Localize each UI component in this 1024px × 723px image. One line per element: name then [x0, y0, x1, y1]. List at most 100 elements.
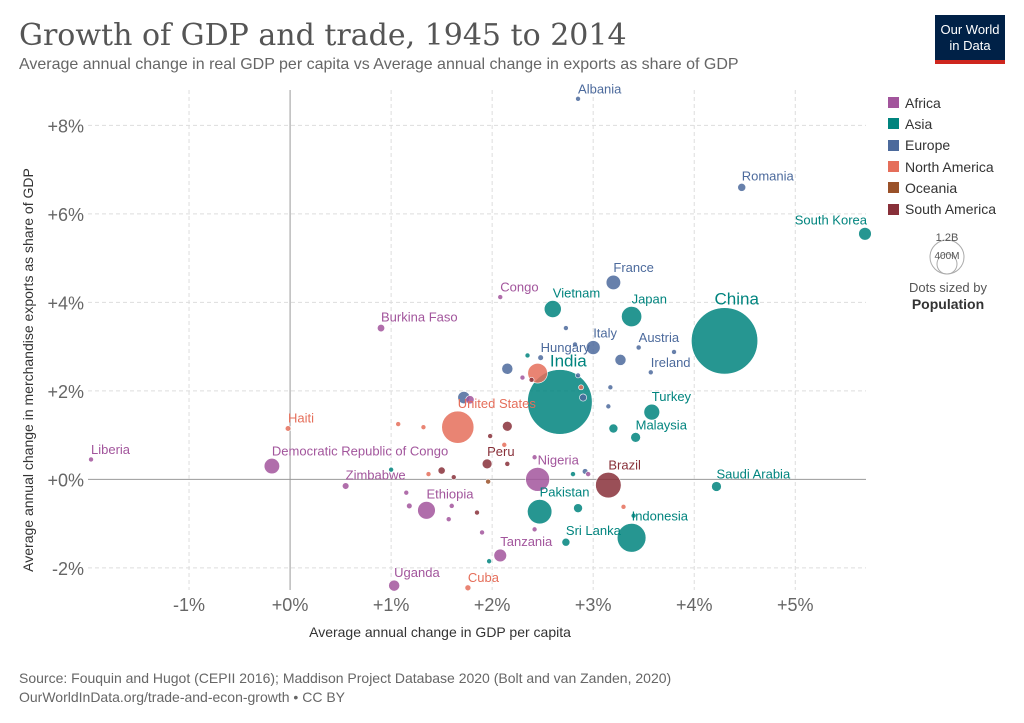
point-pakistan[interactable]: [527, 499, 553, 525]
point-ethiopia[interactable]: [417, 501, 436, 520]
legend-item-south-america[interactable]: South America: [888, 198, 996, 219]
region-legend: Africa Asia Europe North America Oceania Sout…: [888, 92, 996, 220]
point-unlabeled[interactable]: [575, 372, 581, 379]
point-haiti[interactable]: [284, 425, 292, 432]
point-sri-lanka[interactable]: [561, 537, 571, 547]
point-unlabeled[interactable]: [437, 466, 446, 475]
point-label-romania: Romania: [742, 168, 795, 183]
point-china[interactable]: [691, 307, 759, 375]
point-unlabeled[interactable]: [531, 454, 538, 461]
point-label-peru: Peru: [487, 444, 514, 459]
point-turkey[interactable]: [643, 403, 660, 421]
point-italy[interactable]: [585, 340, 601, 355]
point-burkina-faso[interactable]: [377, 324, 386, 333]
point-unlabeled[interactable]: [671, 349, 677, 355]
point-unlabeled[interactable]: [406, 502, 413, 510]
point-unlabeled[interactable]: [570, 471, 576, 477]
point-unlabeled[interactable]: [585, 471, 591, 477]
point-unlabeled[interactable]: [403, 489, 410, 496]
point-south-korea[interactable]: [858, 227, 872, 241]
point-nigeria[interactable]: [525, 467, 550, 492]
point-democratic-republic-of-congo[interactable]: [263, 458, 280, 475]
point-unlabeled[interactable]: [501, 362, 514, 375]
point-saudi-arabia[interactable]: [711, 481, 722, 492]
legend-label: Africa: [905, 94, 941, 111]
point-hungary[interactable]: [537, 354, 544, 361]
point-unlabeled[interactable]: [425, 471, 432, 477]
point-label-nigeria: Nigeria: [538, 452, 580, 467]
point-unlabeled[interactable]: [608, 423, 619, 434]
y-tick-label: -2%: [52, 559, 84, 579]
point-liberia[interactable]: [88, 456, 94, 463]
point-romania[interactable]: [737, 183, 747, 192]
point-unlabeled[interactable]: [579, 393, 587, 402]
x-tick-label: +4%: [676, 595, 713, 615]
point-uganda[interactable]: [388, 579, 400, 592]
point-unlabeled[interactable]: [395, 421, 401, 427]
point-unlabeled[interactable]: [465, 395, 475, 405]
point-unlabeled[interactable]: [485, 478, 491, 485]
point-unlabeled[interactable]: [528, 377, 535, 383]
point-unlabeled[interactable]: [524, 352, 531, 359]
point-unlabeled[interactable]: [519, 374, 526, 381]
owid-logo[interactable]: Our World in Data: [935, 15, 1005, 64]
point-malaysia[interactable]: [630, 432, 641, 443]
legend-item-europe[interactable]: Europe: [888, 135, 996, 156]
x-axis-label: Average annual change in GDP per capita: [309, 624, 571, 640]
point-label-hungary: Hungary: [541, 340, 591, 355]
legend-item-asia[interactable]: Asia: [888, 113, 996, 134]
grid-layer: [88, 90, 866, 590]
point-austria[interactable]: [635, 344, 642, 351]
point-label-ireland: Ireland: [651, 355, 691, 370]
legend-item-oceania[interactable]: Oceania: [888, 177, 996, 198]
point-unlabeled[interactable]: [479, 529, 485, 536]
point-brazil[interactable]: [595, 472, 622, 499]
point-congo[interactable]: [497, 294, 504, 300]
point-france[interactable]: [605, 274, 621, 291]
point-unlabeled[interactable]: [620, 504, 627, 510]
point-label-ethiopia: Ethiopia: [426, 486, 474, 501]
legend-swatch: [888, 139, 899, 151]
point-label-china: China: [715, 290, 760, 309]
source-url[interactable]: OurWorldInData.org/trade-and-econ-growth…: [19, 689, 346, 705]
point-ireland[interactable]: [647, 369, 654, 376]
point-unlabeled[interactable]: [614, 354, 627, 366]
point-unlabeled[interactable]: [474, 509, 480, 516]
point-unlabeled[interactable]: [573, 503, 583, 513]
point-unlabeled[interactable]: [487, 433, 493, 439]
point-vietnam[interactable]: [543, 300, 562, 318]
point-unlabeled[interactable]: [450, 474, 457, 480]
point-albania[interactable]: [575, 96, 581, 102]
point-unlabeled[interactable]: [531, 526, 538, 533]
point-japan[interactable]: [621, 306, 643, 327]
point-unlabeled[interactable]: [630, 512, 637, 519]
point-unlabeled[interactable]: [605, 403, 612, 410]
point-india[interactable]: [527, 369, 593, 435]
point-label-haiti: Haiti: [288, 411, 314, 426]
point-unlabeled[interactable]: [504, 461, 511, 467]
point-unlabeled[interactable]: [486, 558, 492, 565]
point-peru[interactable]: [481, 458, 493, 470]
legend-item-africa[interactable]: Africa: [888, 92, 996, 113]
point-unlabeled[interactable]: [563, 325, 569, 331]
point-label-burkina-faso: Burkina Faso: [381, 309, 458, 324]
point-label-japan: Japan: [632, 291, 667, 306]
point-unlabeled[interactable]: [445, 516, 452, 523]
point-unlabeled[interactable]: [572, 341, 578, 348]
legend-item-north-america[interactable]: North America: [888, 156, 996, 177]
point-unlabeled[interactable]: [448, 503, 455, 509]
label-layer: Albania Romania South Korea France Congo Viet…: [91, 81, 868, 584]
point-zimbabwe[interactable]: [341, 482, 350, 490]
point-unlabeled[interactable]: [501, 442, 508, 448]
x-tick-label: +1%: [373, 595, 410, 615]
point-cuba[interactable]: [464, 584, 472, 592]
point-united-states[interactable]: [441, 410, 475, 444]
point-unlabeled[interactable]: [578, 384, 584, 391]
point-unlabeled[interactable]: [420, 424, 427, 430]
point-unlabeled[interactable]: [607, 384, 614, 391]
point-tanzania[interactable]: [493, 548, 507, 563]
point-unlabeled[interactable]: [388, 466, 394, 473]
point-unlabeled[interactable]: [502, 421, 513, 432]
point-indonesia[interactable]: [616, 523, 647, 553]
